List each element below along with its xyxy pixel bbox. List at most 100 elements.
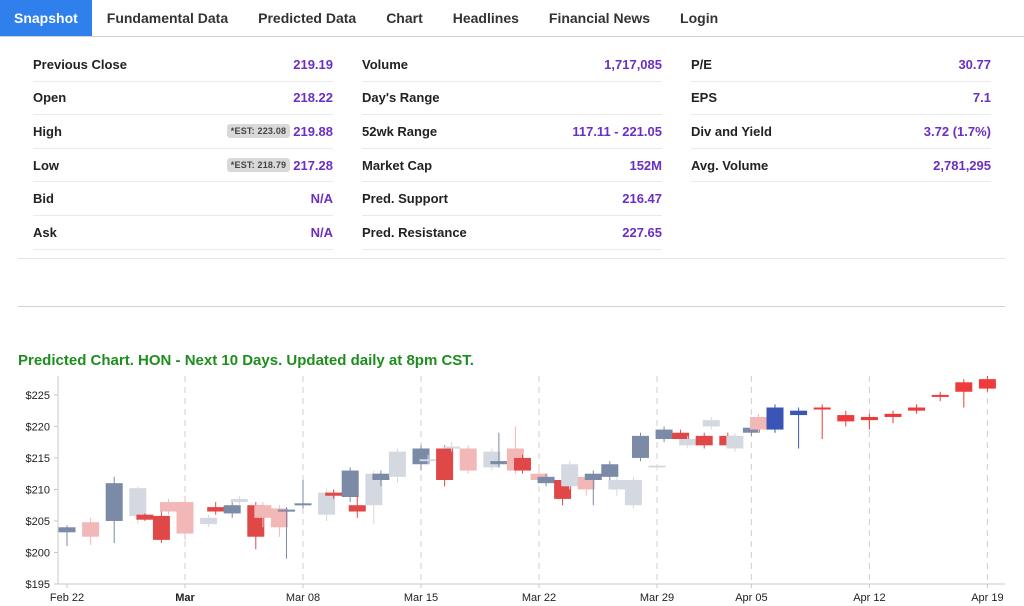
stat-value-wrap: 1,717,085 [604,57,662,72]
stat-row: Volume 1,717,085 [362,48,662,82]
candle-body [749,416,767,430]
stat-value: 2,781,295 [933,157,991,173]
stat-value-wrap: 117.11 - 221.05 [572,124,662,139]
stat-row: EPS 7.1 [691,82,991,116]
candle-body [419,459,437,462]
stat-label: Avg. Volume [691,157,769,173]
x-tick-label: Apr 05 [735,592,767,604]
candle-body [631,435,649,458]
stat-row: Market Cap 152M [362,149,662,183]
candle-body [176,502,194,534]
candle-body [490,461,508,465]
stat-row: Div and Yield 3.72 (1.7%) [691,115,991,149]
candle-body [270,508,288,528]
candle-body [443,446,461,449]
candle-body [223,505,241,514]
candle-body [207,507,225,512]
stats-column-3: P/E 30.77 EPS 7.1 Div and Yield 3.72 (1.7%) Av… [691,48,991,183]
tab-financial-news[interactable]: Financial News [548,10,651,26]
stat-value: 3.72 (1.7%) [923,123,991,139]
stat-value-wrap: 30.77 [958,57,991,72]
stat-row: Open 218.22 [33,82,333,116]
candle-body [648,465,666,468]
tab-snapshot[interactable]: Snapshot [0,0,92,36]
candle-body [813,407,831,410]
stat-label: Ask [33,224,57,240]
candle-body [655,429,673,440]
candle-body [318,492,336,515]
x-tick-label: Mar 15 [404,592,438,604]
tab-bar: Snapshot Fundamental Data Predicted Data Ch… [0,0,1024,37]
candle-body [679,439,697,446]
stat-label: Market Cap [362,157,433,173]
x-tick-label: Mar [175,592,195,604]
stat-label: Previous Close [33,56,127,72]
stat-value: 227.65 [622,224,662,240]
tab-chart[interactable]: Chart [386,10,423,26]
y-tick-label: $200 [26,547,50,559]
stat-label: P/E [691,56,712,72]
x-tick-label: Mar 08 [286,592,320,604]
candle-body [136,514,154,520]
y-tick-label: $215 [26,453,50,465]
stat-label: High [33,123,62,139]
candle-body [388,451,406,477]
y-tick-label: $205 [26,516,50,528]
candle-body [436,448,454,480]
stat-row: High *EST: 223.08 219.88 [33,115,333,149]
candle-body [58,527,76,533]
y-tick-label: $195 [26,579,50,591]
x-tick-label: Apr 12 [853,592,885,604]
stat-value-wrap: *EST: 218.79 217.28 [226,158,333,173]
candle-body [608,480,626,490]
candle-body [931,394,949,397]
stat-label: EPS [691,90,718,106]
candle-body [908,407,926,411]
candle-body [672,432,690,440]
candle-body [884,413,902,417]
candle-body [129,488,147,516]
tab-fundamental-data[interactable]: Fundamental Data [106,10,229,26]
candle-body [695,435,713,446]
stat-label: Day's Range [362,90,440,106]
candle-body [530,473,548,480]
stat-label: Bid [33,191,54,207]
estimate-badge: *EST: 218.79 [226,158,291,173]
stat-label: Pred. Resistance [362,224,467,240]
stat-label: Open [33,90,67,106]
section-divider [18,306,1005,307]
stat-value-wrap: 152M [629,158,662,173]
stat-row: Avg. Volume 2,781,295 [691,149,991,183]
stat-label: Div and Yield [691,123,772,139]
stat-value-wrap: 7.1 [973,90,991,105]
y-tick-label: $225 [26,390,50,402]
stat-label: 52wk Range [362,123,438,139]
tab-predicted-data[interactable]: Predicted Data [258,10,357,26]
stat-value: 219.88 [293,123,333,139]
stat-row: Low *EST: 218.79 217.28 [33,149,333,183]
candle-body [412,448,430,465]
stats-divider [18,258,1005,259]
tab-headlines[interactable]: Headlines [452,10,519,26]
stat-row: 52wk Range 117.11 - 221.05 [362,115,662,149]
candle-body [955,382,973,392]
stat-value-wrap: N/A [311,225,333,240]
stat-row: Bid N/A [33,182,333,216]
candle-body [159,502,177,512]
stat-row: P/E 30.77 [691,48,991,82]
stat-row: Pred. Resistance 227.65 [362,216,662,250]
stat-value: 152M [629,157,662,173]
stat-value: 219.19 [293,56,333,72]
candle-body [365,473,383,506]
candlestick-chart: $195 $200 $205 $210 $215 $220 $225 Feb 22 Mar Mar… [26,376,1005,604]
tab-login[interactable]: Login [680,10,719,26]
stat-value: N/A [310,191,333,207]
stat-label: Pred. Support [362,191,448,207]
stat-value: N/A [310,224,333,240]
stat-value: 7.1 [972,90,991,106]
stat-value: 216.47 [622,191,662,207]
candle-body [152,515,170,540]
candle-body [702,420,720,427]
candle-body [513,457,531,471]
stat-row: Pred. Support 216.47 [362,182,662,216]
